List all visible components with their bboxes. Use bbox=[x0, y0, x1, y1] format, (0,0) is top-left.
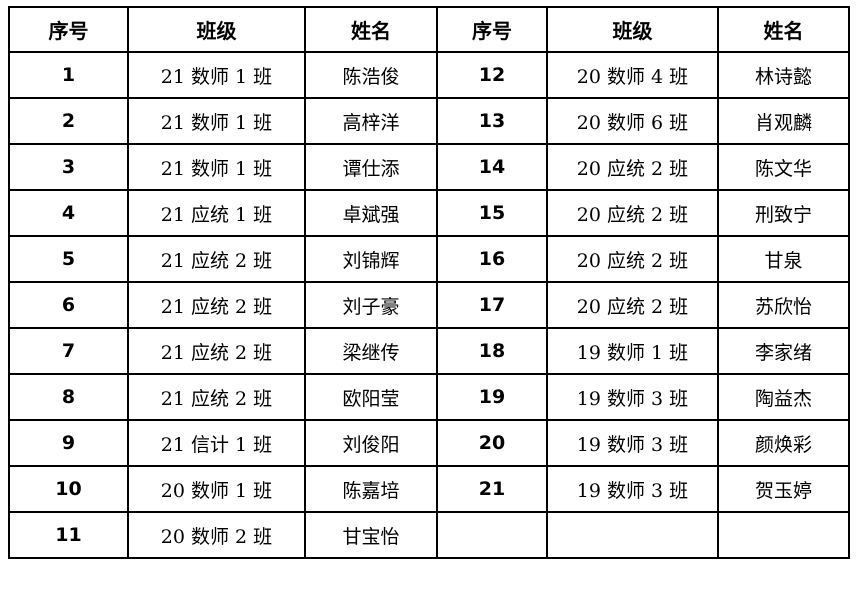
header-name: 姓名 bbox=[717, 6, 850, 53]
name-cell: 陈浩俊 bbox=[304, 51, 438, 99]
name-cell: 陈文华 bbox=[717, 143, 850, 191]
number-cell: 12 bbox=[436, 51, 548, 99]
table-row: 3 21 数师 1 班谭仕添 14 20 应统 2 班陈文华 bbox=[8, 143, 850, 191]
number-cell: 6 bbox=[8, 281, 129, 329]
number-cell bbox=[436, 511, 548, 559]
class-cell: 20 数师 4 班 bbox=[546, 51, 719, 99]
name-cell: 欧阳莹 bbox=[304, 373, 438, 421]
number-cell: 10 bbox=[8, 465, 129, 513]
number-cell: 4 bbox=[8, 189, 129, 237]
class-cell: 19 数师 3 班 bbox=[546, 419, 719, 467]
header-number: 序号 bbox=[8, 6, 129, 53]
number-cell: 16 bbox=[436, 235, 548, 283]
number-cell: 15 bbox=[436, 189, 548, 237]
class-cell: 20 应统 2 班 bbox=[546, 189, 719, 237]
class-cell: 21 应统 2 班 bbox=[127, 373, 306, 421]
class-cell bbox=[546, 511, 719, 559]
name-cell: 肖观麟 bbox=[717, 97, 850, 145]
class-cell: 20 数师 6 班 bbox=[546, 97, 719, 145]
name-cell: 谭仕添 bbox=[304, 143, 438, 191]
name-cell: 颜焕彩 bbox=[717, 419, 850, 467]
number-cell: 2 bbox=[8, 97, 129, 145]
number-cell: 8 bbox=[8, 373, 129, 421]
number-cell: 7 bbox=[8, 327, 129, 375]
class-cell: 21 信计 1 班 bbox=[127, 419, 306, 467]
name-cell: 梁继传 bbox=[304, 327, 438, 375]
table-row: 5 21 应统 2 班刘锦辉 16 20 应统 2 班甘泉 bbox=[8, 235, 850, 283]
class-cell: 21 应统 2 班 bbox=[127, 327, 306, 375]
table-row: 7 21 应统 2 班梁继传 18 19 数师 1 班李家绪 bbox=[8, 327, 850, 375]
number-cell: 9 bbox=[8, 419, 129, 467]
name-cell: 刘子豪 bbox=[304, 281, 438, 329]
class-cell: 19 数师 3 班 bbox=[546, 373, 719, 421]
table-row: 8 21 应统 2 班欧阳莹 19 19 数师 3 班陶益杰 bbox=[8, 373, 850, 421]
name-cell: 苏欣怡 bbox=[717, 281, 850, 329]
class-cell: 20 应统 2 班 bbox=[546, 143, 719, 191]
class-cell: 20 应统 2 班 bbox=[546, 281, 719, 329]
class-cell: 21 数师 1 班 bbox=[127, 143, 306, 191]
table-row: 11 20 数师 2 班甘宝怡 bbox=[8, 511, 850, 559]
number-cell: 13 bbox=[436, 97, 548, 145]
table-row: 2 21 数师 1 班高梓洋 13 20 数师 6 班肖观麟 bbox=[8, 97, 850, 145]
number-cell: 3 bbox=[8, 143, 129, 191]
class-cell: 21 数师 1 班 bbox=[127, 51, 306, 99]
class-cell: 21 应统 1 班 bbox=[127, 189, 306, 237]
class-cell: 20 应统 2 班 bbox=[546, 235, 719, 283]
class-cell: 21 数师 1 班 bbox=[127, 97, 306, 145]
class-cell: 19 数师 3 班 bbox=[546, 465, 719, 513]
class-cell: 21 应统 2 班 bbox=[127, 235, 306, 283]
class-cell: 21 应统 2 班 bbox=[127, 281, 306, 329]
name-cell: 陶益杰 bbox=[717, 373, 850, 421]
header-class: 班级 bbox=[546, 6, 719, 53]
table-row: 4 21 应统 1 班卓斌强 15 20 应统 2 班刑致宁 bbox=[8, 189, 850, 237]
number-cell: 21 bbox=[436, 465, 548, 513]
name-cell: 刑致宁 bbox=[717, 189, 850, 237]
name-cell: 甘泉 bbox=[717, 235, 850, 283]
name-cell: 林诗懿 bbox=[717, 51, 850, 99]
header-name: 姓名 bbox=[304, 6, 438, 53]
number-cell: 1 bbox=[8, 51, 129, 99]
number-cell: 5 bbox=[8, 235, 129, 283]
table-row: 1 21 数师 1 班陈浩俊 12 20 数师 4 班林诗懿 bbox=[8, 51, 850, 99]
number-cell: 19 bbox=[436, 373, 548, 421]
name-cell: 陈嘉培 bbox=[304, 465, 438, 513]
number-cell: 11 bbox=[8, 511, 129, 559]
class-cell: 19 数师 1 班 bbox=[546, 327, 719, 375]
header-row: 序号 班级 姓名 序号 班级 姓名 bbox=[8, 6, 850, 53]
class-cell: 20 数师 2 班 bbox=[127, 511, 306, 559]
number-cell: 20 bbox=[436, 419, 548, 467]
table-row: 6 21 应统 2 班刘子豪 17 20 应统 2 班苏欣怡 bbox=[8, 281, 850, 329]
header-number: 序号 bbox=[436, 6, 548, 53]
table-row: 10 20 数师 1 班陈嘉培 21 19 数师 3 班贺玉婷 bbox=[8, 465, 850, 513]
number-cell: 18 bbox=[436, 327, 548, 375]
header-class: 班级 bbox=[127, 6, 306, 53]
name-cell: 卓斌强 bbox=[304, 189, 438, 237]
name-cell: 甘宝怡 bbox=[304, 511, 438, 559]
name-cell: 李家绪 bbox=[717, 327, 850, 375]
student-table: 序号 班级 姓名 序号 班级 姓名 1 21 数师 1 班陈浩俊 12 20 数师 4… bbox=[8, 6, 850, 559]
name-cell: 刘锦辉 bbox=[304, 235, 438, 283]
name-cell: 刘俊阳 bbox=[304, 419, 438, 467]
number-cell: 14 bbox=[436, 143, 548, 191]
name-cell: 贺玉婷 bbox=[717, 465, 850, 513]
name-cell bbox=[717, 511, 850, 559]
name-cell: 高梓洋 bbox=[304, 97, 438, 145]
table-row: 9 21 信计 1 班刘俊阳 20 19 数师 3 班颜焕彩 bbox=[8, 419, 850, 467]
number-cell: 17 bbox=[436, 281, 548, 329]
class-cell: 20 数师 1 班 bbox=[127, 465, 306, 513]
